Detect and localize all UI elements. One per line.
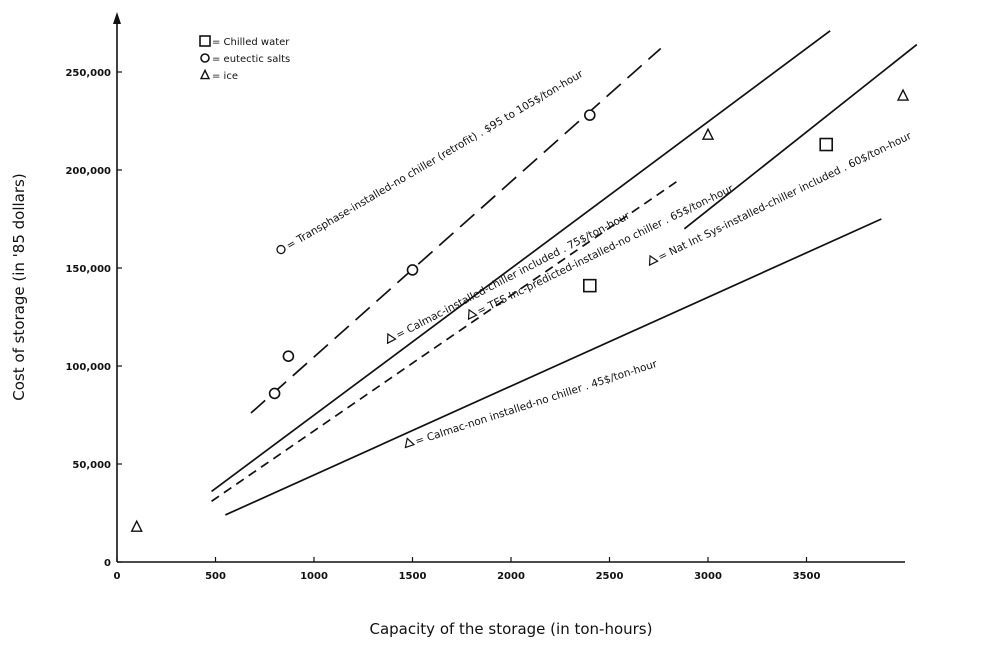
y-axis-title: Cost of storage (in '85 dollars) xyxy=(10,173,28,400)
line-label: = Transphase-installed-no chiller (retro… xyxy=(284,68,585,252)
y-tick-label: 200,000 xyxy=(65,166,111,177)
data-point-triangle xyxy=(896,88,910,101)
trend-line xyxy=(250,47,662,414)
y-axis-arrow xyxy=(113,12,121,24)
line-label: = Calmac-installed-chiller included . 75… xyxy=(394,209,633,341)
trend-line xyxy=(211,181,677,502)
y-tick-label: 150,000 xyxy=(65,264,111,275)
y-tick-label: 100,000 xyxy=(65,362,111,373)
line-label-group: = Calmac-non installed-no chiller . 45$/… xyxy=(404,358,659,449)
data-point-circle xyxy=(268,387,281,400)
data-point-square xyxy=(582,278,597,293)
line-label: = TES Inc-predicted-installed-no chiller… xyxy=(475,182,736,317)
trend-line xyxy=(211,30,831,493)
legend-label: = Chilled water xyxy=(212,37,290,48)
x-tick-label: 1500 xyxy=(399,571,427,582)
data-point-circle xyxy=(282,350,295,363)
legend-label: = eutectic salts xyxy=(212,54,290,65)
line-label: = Calmac-non installed-no chiller . 45$/… xyxy=(414,358,659,448)
legend-marker xyxy=(200,53,210,63)
data-point-triangle xyxy=(130,519,143,532)
line-label-group: = Nat Int Sys-installed-chiller included… xyxy=(648,130,914,267)
trend-line xyxy=(225,218,882,516)
x-tick-label: 3500 xyxy=(793,571,821,582)
data-point-square xyxy=(819,137,834,152)
x-tick-label: 0 xyxy=(114,571,121,582)
data-point-triangle xyxy=(701,127,715,140)
y-tick-label: 50,000 xyxy=(72,460,111,471)
line-label-group: = Transphase-installed-no chiller (retro… xyxy=(276,68,586,255)
x-tick-label: 500 xyxy=(205,571,226,582)
line-label-group: = Calmac-installed-chiller included . 75… xyxy=(386,209,633,345)
x-axis-title: Capacity of the storage (in ton-hours) xyxy=(370,620,653,638)
line-label-group: = TES Inc-predicted-installed-no chiller… xyxy=(467,182,736,321)
x-tick-label: 2000 xyxy=(497,571,525,582)
data-point-circle xyxy=(583,109,596,121)
line-label-marker xyxy=(386,332,397,345)
legend-marker xyxy=(199,35,211,47)
y-tick-label: 0 xyxy=(104,558,111,569)
trend-line xyxy=(683,43,918,230)
data-point-circle xyxy=(406,264,419,276)
line-label-marker xyxy=(648,254,659,267)
x-tick-label: 2500 xyxy=(596,571,624,582)
x-tick-label: 1000 xyxy=(300,571,328,582)
y-tick-label: 250,000 xyxy=(65,68,111,79)
line-label-marker xyxy=(404,437,416,449)
legend-label: = ice xyxy=(212,71,238,82)
legend-marker xyxy=(199,68,211,80)
line-label-marker xyxy=(276,244,286,255)
x-tick-label: 3000 xyxy=(694,571,722,582)
line-label-marker xyxy=(467,308,478,321)
